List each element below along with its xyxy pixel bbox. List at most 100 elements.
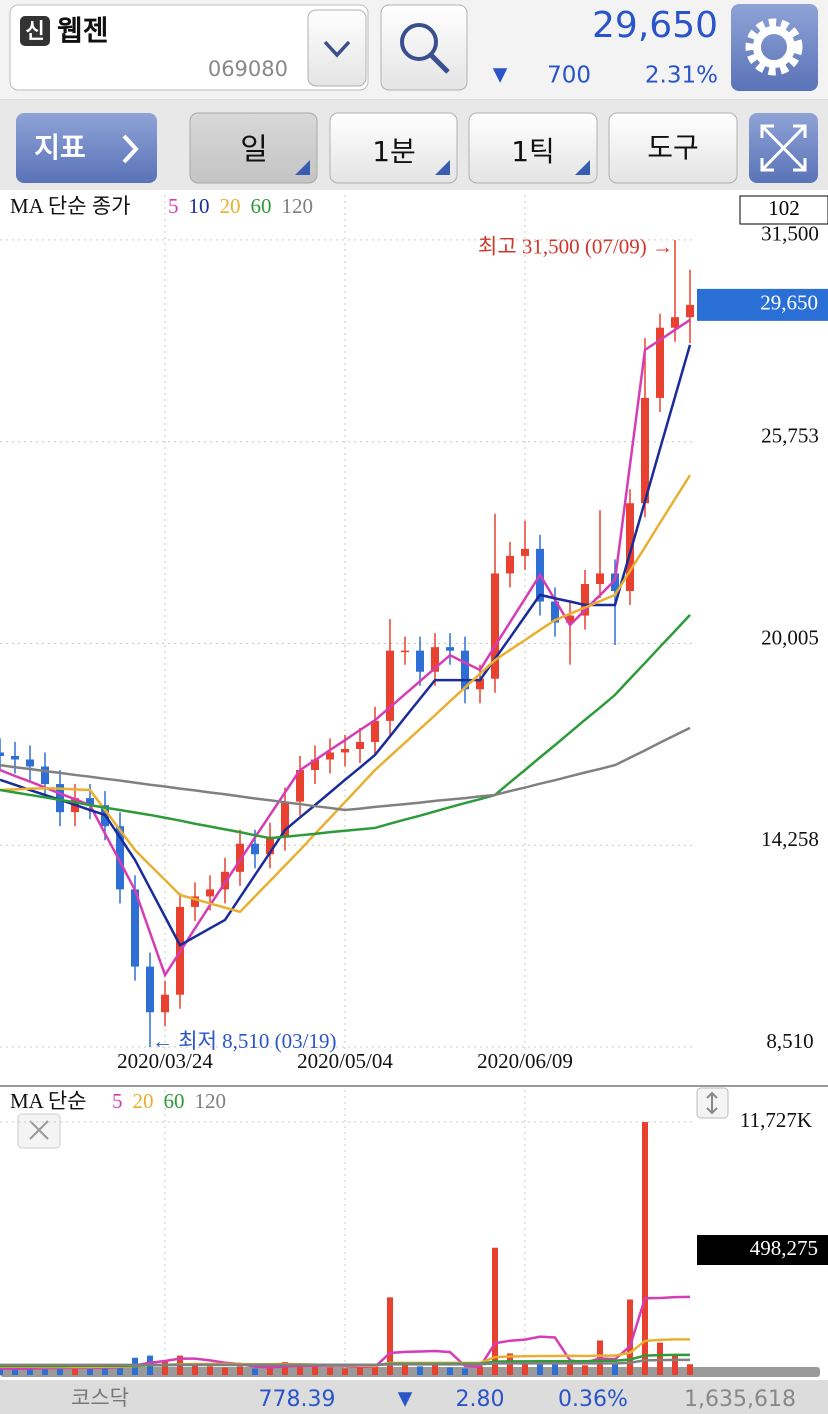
market-change: 2.80: [456, 1387, 505, 1412]
last-volume: 498,275: [750, 1236, 818, 1260]
market-volume: 1,635,618: [684, 1387, 796, 1412]
candle-body: [446, 647, 454, 651]
volume-bar: [522, 1362, 528, 1375]
last-price: 29,650: [760, 291, 818, 315]
candle-body: [371, 720, 379, 742]
candle-body: [296, 770, 304, 802]
legend-entry: 5: [168, 194, 179, 218]
volume-bar: [192, 1364, 198, 1375]
settings-button[interactable]: [731, 4, 818, 91]
volume-bar: [402, 1362, 408, 1375]
candle-body: [146, 966, 154, 1013]
tools-button[interactable]: [608, 112, 738, 184]
volume-bar: [582, 1365, 588, 1375]
x-tick-label: 2020/06/09: [477, 1049, 573, 1073]
candle-body: [386, 650, 394, 721]
candle-body: [431, 647, 439, 672]
y-tick-label: 8,510: [766, 1029, 813, 1053]
change: 700: [547, 63, 591, 89]
volume-bar: [432, 1365, 438, 1375]
candle-body: [551, 601, 559, 623]
volume-bar: [492, 1247, 498, 1375]
volume-bar: [357, 1367, 363, 1375]
candle-body: [476, 678, 484, 690]
volume-bar: [642, 1122, 648, 1375]
legend-label: MA 단순: [10, 1089, 87, 1113]
volume-bar: [672, 1355, 678, 1375]
candle-body: [521, 548, 529, 556]
legend-entry: 120: [282, 194, 314, 218]
ma-line: [0, 1358, 690, 1367]
current-price: 29,650: [592, 5, 718, 46]
volume-bar: [102, 1367, 108, 1375]
y-tick-label: 11,727K: [740, 1108, 812, 1132]
search-icon-handle: [429, 53, 450, 74]
candle-body: [251, 843, 259, 855]
legend-entry: 60: [251, 194, 272, 218]
tick-label: 1틱: [511, 135, 555, 168]
candle-body: [41, 766, 49, 785]
period-button[interactable]: [189, 112, 318, 184]
y-tick-label: 14,258: [761, 827, 819, 851]
dropdown-button[interactable]: [307, 9, 367, 87]
candle-body: [626, 503, 634, 591]
legend-entry: 5: [112, 1089, 123, 1113]
legend-entry: 20: [220, 194, 241, 218]
volume-bar: [87, 1368, 93, 1375]
candle-body: [656, 327, 664, 398]
candle-body: [86, 798, 94, 806]
candle-body: [686, 304, 694, 318]
search-icon: [400, 23, 438, 61]
change-rate: 2.31%: [645, 63, 718, 89]
counter-box: [739, 195, 828, 225]
tick-button[interactable]: [468, 112, 598, 184]
volume-bar: [72, 1368, 78, 1375]
volume-bar: [342, 1368, 348, 1375]
ma-line: [0, 344, 692, 947]
legend-label: MA 단순 종가: [10, 194, 130, 218]
volume-bar: [237, 1366, 243, 1375]
chevron: [122, 134, 139, 164]
corner-mark: [575, 160, 590, 175]
volume-bar: [0, 1368, 3, 1375]
market-arrow: ▼: [398, 1388, 413, 1410]
volume-bar: [327, 1367, 333, 1375]
gear-icon: [753, 26, 795, 68]
volume-bar: [567, 1362, 573, 1375]
status-bar: [0, 1380, 828, 1414]
volume-bar: [552, 1364, 558, 1375]
volume-bar: [162, 1359, 168, 1375]
market: 코스닥: [71, 1386, 129, 1410]
candle-body: [116, 826, 124, 890]
x-tick-label: 2020/03/24: [117, 1049, 213, 1073]
candle-body: [596, 573, 604, 584]
grid-layer: [0, 195, 696, 1375]
change-arrow: ▼: [493, 64, 508, 86]
volume-bar: [57, 1366, 63, 1375]
candle-body: [56, 784, 64, 813]
candle-body: [281, 801, 289, 837]
legend-entry: 10: [189, 194, 210, 218]
search-button[interactable]: [380, 4, 468, 91]
candle-body: [311, 759, 319, 771]
stock-box[interactable]: [9, 4, 369, 91]
candle-body: [0, 752, 4, 756]
volume-bar: [447, 1367, 453, 1375]
candle-body: [191, 896, 199, 907]
legend-entry: 20: [133, 1089, 154, 1113]
volume-bar: [252, 1368, 258, 1375]
badge: 신: [25, 19, 44, 43]
volume-bar: [117, 1364, 123, 1375]
corner-mark: [435, 160, 450, 175]
candle-body: [341, 748, 349, 753]
period-label: 일: [240, 133, 268, 168]
volume-bar: [657, 1342, 663, 1375]
candle-body: [461, 650, 469, 690]
market-index: 778.39: [259, 1387, 336, 1412]
indicator-button[interactable]: [16, 113, 157, 183]
candle-body: [611, 573, 619, 591]
minute-button[interactable]: [329, 112, 458, 184]
volume-bar: [612, 1364, 618, 1375]
candle-body: [26, 759, 34, 767]
